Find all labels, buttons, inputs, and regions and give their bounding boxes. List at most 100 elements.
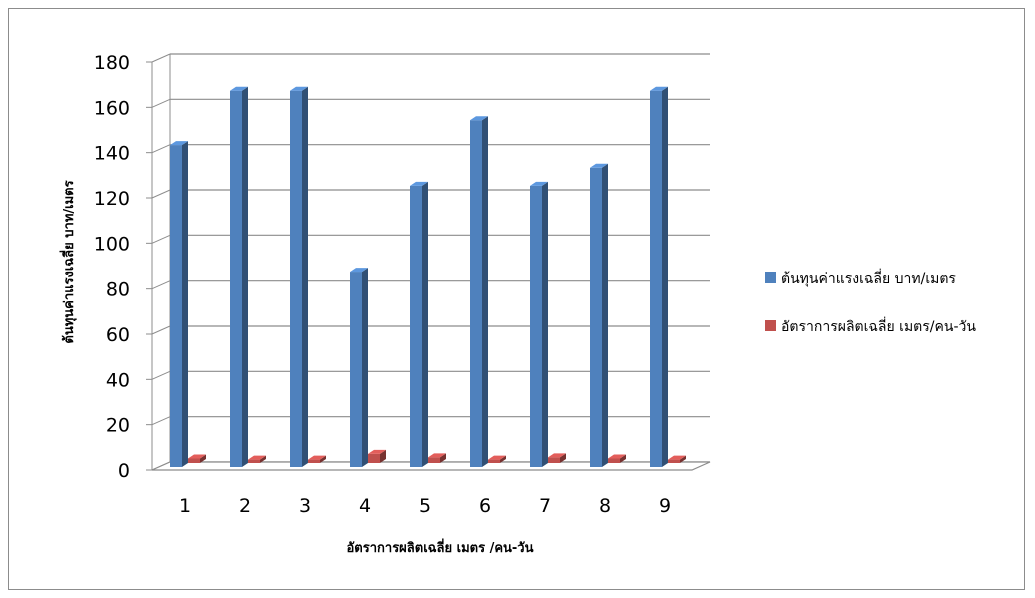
gridline-depth <box>151 325 171 335</box>
x-tick-label: 5 <box>419 495 431 517</box>
x-axis-ticks: 1 2 3 4 5 6 7 8 9 <box>179 495 671 517</box>
bar-side <box>620 454 626 463</box>
bar-front <box>548 457 560 463</box>
bar-front <box>188 458 200 463</box>
y-tick-label: 40 <box>106 369 130 391</box>
y-axis-title: ต้นทุนค่าแรงเฉลี่ย บาท/เมตร <box>59 180 77 343</box>
x-tick-label: 7 <box>539 495 551 517</box>
bar-front <box>170 145 182 467</box>
bar-top <box>488 455 506 460</box>
bar-labor-cost <box>290 86 308 467</box>
bar-front <box>290 90 302 467</box>
bar-front <box>530 185 542 467</box>
bar-front <box>650 90 662 467</box>
bar-top <box>308 455 326 460</box>
legend-item: ต้นทุนค่าแรงเฉลี่ย บาท/เมตร <box>765 269 956 287</box>
bar-side <box>482 116 488 467</box>
gridline-depth <box>151 370 171 380</box>
y-tick-label: 100 <box>94 233 130 255</box>
y-tick-label: 160 <box>94 97 130 119</box>
legend-item: อัตราการผลิตเฉลี่ย เมตร/คน-วัน <box>765 317 976 335</box>
bar-side <box>302 86 308 467</box>
legend: ต้นทุนค่าแรงเฉลี่ย บาท/เมตร อัตราการผลิต… <box>765 269 976 335</box>
x-tick-label: 2 <box>239 495 251 517</box>
bar-side <box>242 86 248 467</box>
bar-side <box>260 455 266 463</box>
bar-top <box>290 86 308 91</box>
bar-front <box>608 458 620 463</box>
y-tick-label: 180 <box>94 52 130 74</box>
bar-front <box>248 459 260 463</box>
bar-top <box>350 268 368 273</box>
bar-side <box>200 454 206 463</box>
y-tick-label: 120 <box>94 188 130 210</box>
bar-labor-cost <box>410 181 428 467</box>
bar-production-rate <box>188 454 206 463</box>
bar-top <box>428 453 446 458</box>
bar-side <box>560 453 566 463</box>
y-tick-label: 20 <box>106 415 130 437</box>
bar-side <box>500 455 506 463</box>
bar-side <box>680 455 686 463</box>
bar-labor-cost <box>650 86 668 467</box>
bar-front <box>368 453 380 463</box>
gridline-depth <box>151 144 171 154</box>
gridline-depth <box>151 234 171 244</box>
bar-top <box>548 453 566 458</box>
bar-production-rate <box>308 455 326 463</box>
gridline-depth <box>151 53 171 63</box>
bar-production-rate <box>368 449 386 463</box>
bar-top <box>650 86 668 91</box>
bar-top <box>230 86 248 91</box>
bar-top <box>410 181 428 186</box>
bar-front <box>470 120 482 467</box>
x-tick-label: 9 <box>659 495 671 517</box>
bar-side <box>542 181 548 467</box>
bar-labor-cost <box>350 268 368 467</box>
gridline-depth <box>151 280 171 290</box>
bars <box>170 86 686 468</box>
bar-side <box>662 86 668 467</box>
gridline-depth <box>151 416 171 426</box>
bar-top <box>470 116 488 121</box>
bar-front <box>410 185 422 467</box>
bar-production-rate <box>428 453 446 463</box>
bar-top <box>608 454 626 459</box>
bar-production-rate <box>488 455 506 463</box>
bar-front <box>590 167 602 468</box>
x-axis-title: อัตราการผลิตเฉลี่ย เมตร /คน-วัน <box>347 538 534 556</box>
x-tick-label: 1 <box>179 495 191 517</box>
bar-front <box>668 459 680 463</box>
bar-labor-cost <box>590 163 608 468</box>
bar-side <box>602 163 608 468</box>
legend-label: อัตราการผลิตเฉลี่ย เมตร/คน-วัน <box>781 317 976 335</box>
bar-labor-cost <box>470 116 488 467</box>
bar-side <box>182 141 188 467</box>
bar-top <box>188 454 206 459</box>
bar-front <box>488 459 500 463</box>
y-tick-label: 80 <box>106 279 130 301</box>
bar-top <box>248 455 266 460</box>
bar-front <box>350 272 362 467</box>
bar-side <box>422 181 428 467</box>
bar-front <box>428 457 440 463</box>
bar-top <box>170 141 188 146</box>
bar-production-rate <box>608 454 626 463</box>
y-tick-label: 0 <box>118 460 130 482</box>
bar-side <box>320 455 326 463</box>
legend-swatch <box>765 320 776 331</box>
gridline-depth <box>151 189 171 199</box>
bar-front <box>308 459 320 463</box>
bar-side <box>440 453 446 463</box>
gridline-depth <box>151 98 171 108</box>
bar-labor-cost <box>230 86 248 467</box>
bar-top <box>668 455 686 460</box>
x-tick-label: 6 <box>479 495 491 517</box>
bar-top <box>530 181 548 186</box>
x-tick-label: 4 <box>359 495 371 517</box>
y-tick-label: 60 <box>106 324 130 346</box>
bar-production-rate <box>248 455 266 463</box>
bar-production-rate <box>668 455 686 463</box>
legend-swatch <box>765 272 776 283</box>
